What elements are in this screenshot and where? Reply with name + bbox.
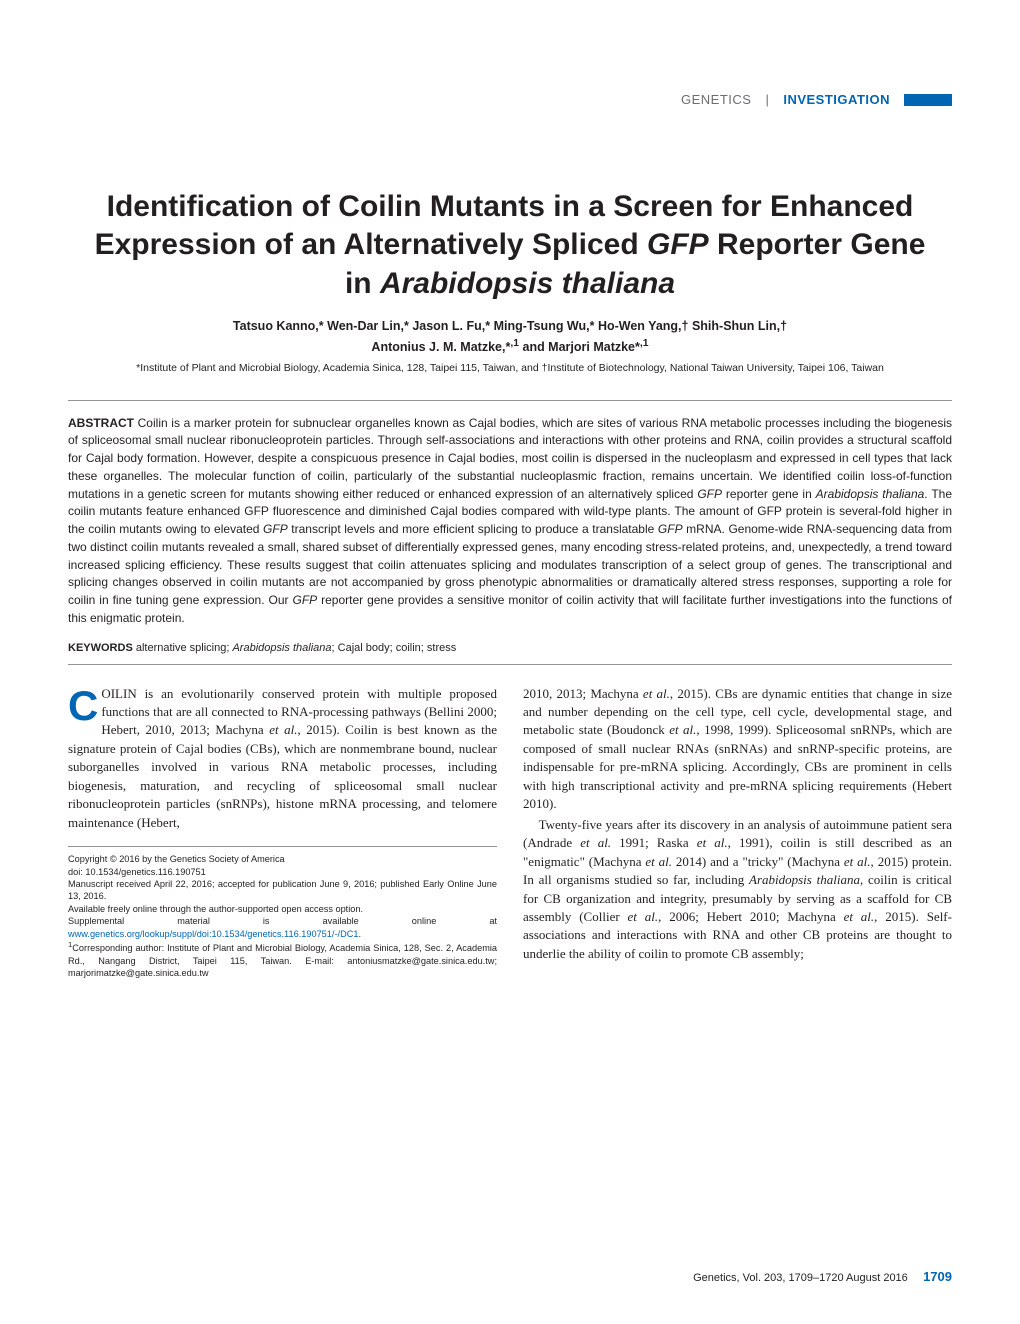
footnote-copyright: Copyright © 2016 by the Genetics Society…	[68, 853, 497, 865]
footnote-supp-post: .	[358, 929, 361, 939]
header-divider: |	[765, 92, 769, 107]
page-footer: Genetics, Vol. 203, 1709–1720 August 201…	[693, 1269, 952, 1284]
body-para-3: Twenty-five years after its discovery in…	[523, 816, 952, 964]
footnote-supp-link[interactable]: www.genetics.org/lookup/suppl/doi:10.153…	[68, 929, 358, 939]
article-title: Identification of Coilin Mutants in a Sc…	[68, 188, 952, 303]
abstract: ABSTRACT Coilin is a marker protein for …	[68, 415, 952, 628]
footer-citation: Genetics, Vol. 203, 1709–1720 August 201…	[693, 1272, 908, 1284]
footnote-corresponding: 1Corresponding author: Institute of Plan…	[68, 940, 497, 979]
column-left: COILIN is an evolutionarily conserved pr…	[68, 685, 497, 980]
footnote-openaccess: Available freely online through the auth…	[68, 903, 497, 915]
keywords: KEYWORDS alternative splicing; Arabidops…	[68, 642, 952, 654]
running-head: GENETICS | INVESTIGATION	[681, 92, 952, 107]
body-columns: COILIN is an evolutionarily conserved pr…	[68, 685, 952, 980]
page-number: 1709	[923, 1269, 952, 1284]
body-para-1: COILIN is an evolutionarily conserved pr…	[68, 685, 497, 833]
dropcap: C	[68, 685, 101, 723]
footnote-dates: Manuscript received April 22, 2016; acce…	[68, 878, 497, 903]
body-col1-text: OILIN is an evolutionarily conserved pro…	[68, 686, 497, 830]
authors-line-1: Tatsuo Kanno,* Wen-Dar Lin,* Jason L. Fu…	[98, 317, 922, 336]
abstract-label: ABSTRACT	[68, 416, 134, 430]
keywords-label: KEYWORDS	[68, 642, 133, 654]
accent-bar	[904, 94, 952, 106]
footnotes: Copyright © 2016 by the Genetics Society…	[68, 846, 497, 979]
journal-name: GENETICS	[681, 92, 751, 107]
footnote-supplemental: Supplemental material is available onlin…	[68, 915, 497, 940]
title-main: Identification of Coilin Mutants in a Sc…	[95, 190, 926, 300]
section-label: INVESTIGATION	[783, 92, 890, 107]
footnote-supp-pre: Supplemental material is available onlin…	[68, 916, 497, 926]
affiliations: *Institute of Plant and Microbial Biolog…	[68, 361, 952, 376]
horizontal-rule-bottom	[68, 664, 952, 665]
body-para-2: 2010, 2013; Machyna et al., 2015). CBs a…	[523, 685, 952, 814]
column-right: 2010, 2013; Machyna et al., 2015). CBs a…	[523, 685, 952, 980]
abstract-text: Coilin is a marker protein for subnuclea…	[68, 416, 952, 625]
authors: Tatsuo Kanno,* Wen-Dar Lin,* Jason L. Fu…	[68, 317, 952, 357]
footnote-doi: doi: 10.1534/genetics.116.190751	[68, 866, 497, 878]
authors-line-2: Antonius J. M. Matzke,*,1 and Marjori Ma…	[98, 336, 922, 357]
horizontal-rule-top	[68, 400, 952, 401]
keywords-text: alternative splicing; Arabidopsis thalia…	[136, 642, 456, 654]
